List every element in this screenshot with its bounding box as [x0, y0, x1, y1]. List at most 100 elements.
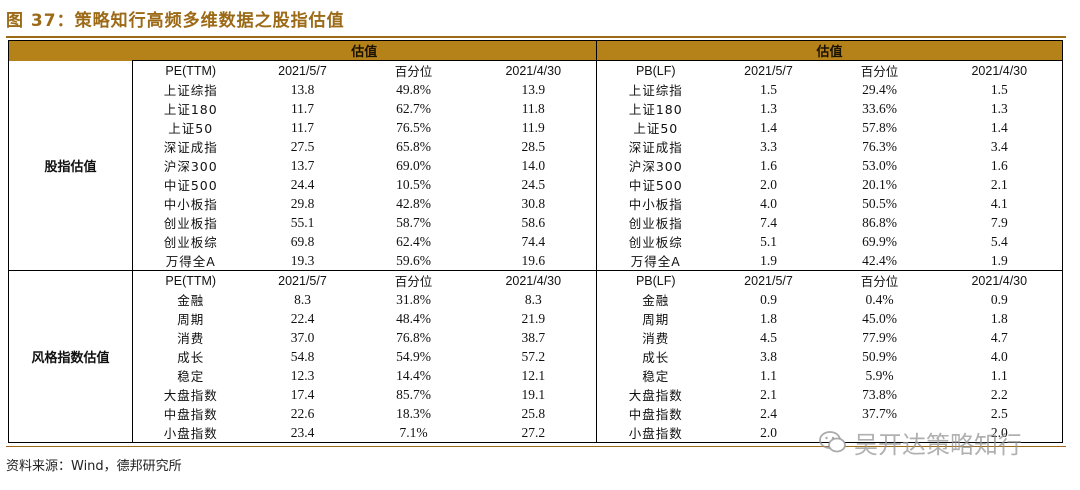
pe-value: 31.8%: [396, 291, 431, 307]
pe-value: 69.0%: [396, 157, 431, 173]
pe-value: 38.7: [521, 329, 546, 345]
pb-column-header: PB(LF): [596, 60, 715, 80]
pe-value: 27.2: [470, 423, 597, 443]
watermark: 吴开达策略知行: [818, 425, 1022, 459]
pe-value: 8.3: [294, 291, 311, 307]
index-name: 稳定: [177, 369, 205, 384]
pe-value: 13.8: [290, 81, 315, 97]
pb-value: 1.8: [760, 310, 777, 326]
pb-value: 4.5: [760, 329, 777, 345]
index-name: 金融: [596, 290, 715, 309]
table-row: 上证180 11.7 62.7% 11.8 上证180 1.3 33.6% 1.3: [9, 99, 1064, 118]
table-row: 中证500 24.4 10.5% 24.5 中证500 2.0 20.1% 2.1: [9, 175, 1064, 194]
pb-value: 50.9%: [862, 348, 897, 364]
pe-value: 11.9: [521, 119, 545, 135]
header-band-row: 估值 估值: [8, 40, 1064, 61]
pe-value: 12.1: [521, 367, 546, 383]
pe-value: 27.5: [290, 138, 315, 154]
column-header-row: 股指估值 PE(TTM) 2021/5/7 百分位 2021/4/30 PB(LF) 202…: [8, 60, 1064, 271]
pb-value: 45.0%: [862, 310, 897, 326]
pb-column-header: 百分位: [822, 270, 937, 290]
index-name: 中盘指数: [596, 404, 715, 423]
pb-value: 1.8: [936, 309, 1064, 328]
pb-value: 1.6: [936, 156, 1064, 175]
pe-value: 74.4: [521, 233, 546, 249]
pb-value: 5.9%: [865, 367, 894, 383]
wechat-icon: [819, 431, 846, 453]
table-row: 创业板综 69.8 62.4% 74.4 创业板综 5.1 69.9% 5.4: [9, 232, 1064, 251]
pb-value: 73.8%: [862, 386, 897, 402]
pe-value: 37.0: [290, 329, 315, 345]
pb-value: 50.5%: [862, 195, 897, 211]
pe-value: 76.5%: [396, 119, 431, 135]
index-name: 周期: [177, 312, 205, 327]
pe-value: 12.3: [290, 367, 315, 383]
pb-value: 2.0: [714, 423, 823, 443]
pe-value: 69.8: [290, 233, 315, 249]
pe-value: 54.8: [290, 348, 315, 364]
pb-value: 0.4%: [865, 291, 894, 307]
pe-column-header: PE(TTM): [165, 63, 217, 78]
table-row: 上证50 11.7 76.5% 11.9 上证50 1.4 57.8% 1.4: [9, 118, 1064, 137]
pe-value: 29.8: [290, 195, 315, 211]
table-row: 稳定 12.3 14.4% 12.1 稳定 1.1 5.9% 1.1: [9, 366, 1064, 385]
pe-value: 14.0: [521, 157, 546, 173]
pb-value: 1.9: [936, 251, 1064, 271]
pe-value: 65.8%: [396, 138, 431, 154]
pe-column-header: 百分位: [356, 270, 471, 290]
pb-value: 2.1: [760, 386, 777, 402]
figure-title: 图 37：策略知行高频多维数据之股指估值: [6, 11, 345, 31]
watermark-text: 吴开达策略知行: [854, 430, 1022, 459]
pb-column-header: PB(LF): [596, 270, 715, 290]
pb-value: 2.2: [936, 385, 1064, 404]
pb-value: 2.1: [936, 175, 1064, 194]
pe-value: 19.3: [248, 251, 357, 271]
pe-column-header: PE(TTM): [132, 270, 249, 290]
pb-value: 57.8%: [862, 119, 897, 135]
pb-value: 0.9: [760, 291, 777, 307]
table-row: 金融 8.3 31.8% 8.3 金融 0.9 0.4% 0.9: [9, 290, 1064, 309]
table-row: 中小板指 29.8 42.8% 30.8 中小板指 4.0 50.5% 4.1: [9, 194, 1064, 213]
title-rule: [6, 36, 1066, 38]
pb-value: 7.9: [936, 213, 1064, 232]
table-row: 消费 37.0 76.8% 38.7 消费 4.5 77.9% 4.7: [9, 328, 1064, 347]
pb-value: 76.3%: [862, 138, 897, 154]
pe-value: 85.7%: [396, 386, 431, 402]
index-name: 上证180: [596, 99, 715, 118]
pe-value: 8.3: [524, 291, 542, 307]
pb-value: 4.0: [936, 347, 1064, 366]
index-name: 创业板指: [596, 213, 715, 232]
pb-value: 1.5: [760, 81, 777, 97]
pe-column-header: 2021/4/30: [505, 63, 562, 78]
index-name: 大盘指数: [163, 388, 218, 403]
pe-value: 22.6: [290, 405, 315, 421]
pb-value: 29.4%: [862, 81, 897, 97]
header-band-blank: [8, 40, 133, 61]
pe-value: 62.4%: [396, 233, 431, 249]
pb-column-header: 2021/4/30: [936, 60, 1064, 80]
pe-value: 54.9%: [396, 348, 431, 364]
table-row: 深证成指 27.5 65.8% 28.5 深证成指 3.3 76.3% 3.4: [9, 137, 1064, 156]
pb-value: 1.4: [936, 118, 1064, 137]
index-name: 中小板指: [596, 194, 715, 213]
pb-value: 3.8: [760, 348, 777, 364]
pe-value: 49.8%: [396, 81, 431, 97]
index-name: 万得全A: [132, 251, 249, 271]
valuation-table: 估值 估值 股指估值 PE(TTM) 2021/5/7 百分位 2021/4/30 PB(LF…: [8, 40, 1064, 443]
pb-value: 77.9%: [862, 329, 897, 345]
pe-value: 22.4: [290, 310, 315, 326]
index-name: 沪深300: [596, 156, 715, 175]
index-name: 上证综指: [596, 80, 715, 99]
pb-value: 2.0: [936, 423, 1064, 443]
pb-value: [822, 423, 937, 443]
column-header-row: 风格指数估值 PE(TTM) 2021/5/7 百分位 2021/4/30 PB(LF) 2…: [8, 270, 1064, 443]
pe-value: 76.8%: [396, 329, 431, 345]
header-band-pe: 估值: [132, 40, 598, 61]
pb-value: 1.1: [936, 366, 1064, 385]
index-name: 上证50: [596, 118, 715, 137]
pb-value: 4.0: [760, 195, 777, 211]
index-name: 沪深300: [163, 159, 218, 174]
pe-value: 7.1%: [356, 423, 471, 443]
pe-value: 19.1: [521, 386, 546, 402]
pb-column-header: 2021/4/30: [936, 270, 1064, 290]
